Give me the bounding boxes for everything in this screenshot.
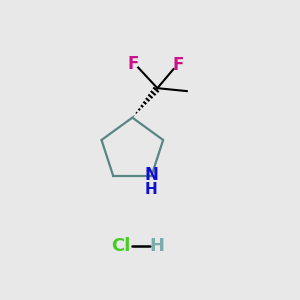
Text: H: H bbox=[145, 182, 158, 197]
Text: H: H bbox=[150, 237, 165, 255]
Text: Cl: Cl bbox=[111, 237, 130, 255]
Text: F: F bbox=[127, 55, 139, 73]
Text: N: N bbox=[144, 166, 158, 184]
Text: F: F bbox=[172, 56, 184, 74]
